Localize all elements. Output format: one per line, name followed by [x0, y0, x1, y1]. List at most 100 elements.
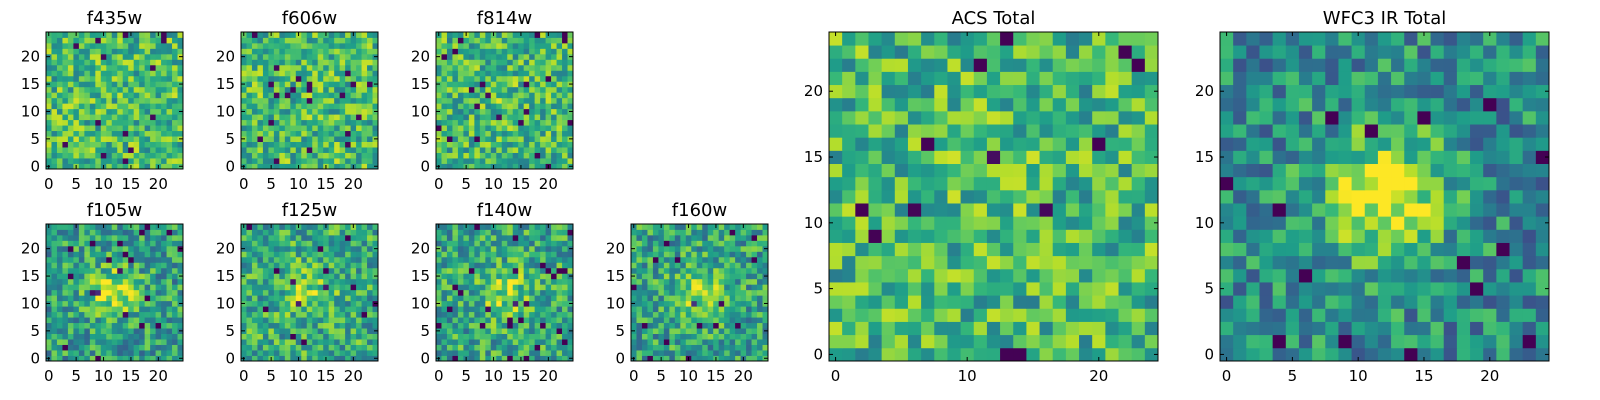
heatmap-cell: [339, 256, 346, 263]
heatmap-cell: [106, 262, 113, 269]
heatmap-cell: [921, 203, 935, 217]
heatmap-cell: [1131, 282, 1146, 296]
heatmap-cell: [855, 216, 869, 230]
heatmap-cell: [117, 97, 124, 104]
heatmap-cell: [78, 130, 85, 137]
heatmap-cell: [273, 48, 280, 55]
heatmap-cell: [155, 81, 162, 88]
heatmap-cell: [485, 333, 492, 340]
heatmap-cell: [100, 311, 107, 318]
heatmap-cell: [490, 147, 497, 153]
heatmap-cell: [496, 114, 503, 121]
heatmap-cell: [567, 295, 574, 302]
heatmap-cell: [545, 48, 552, 55]
heatmap-cell: [117, 333, 124, 340]
heatmap-cell: [284, 125, 291, 132]
heatmap-cell: [361, 306, 368, 313]
heatmap-cell: [73, 42, 80, 49]
heatmap-cell: [328, 229, 335, 236]
heatmap-cell: [441, 262, 448, 269]
heatmap-cell: [496, 70, 503, 77]
heatmap-cell: [166, 81, 173, 88]
heatmap-cell: [1079, 229, 1093, 243]
heatmap-cell: [339, 350, 346, 356]
heatmap-cell: [241, 339, 247, 345]
heatmap-cell: [496, 322, 503, 329]
heatmap-cell: [345, 300, 351, 307]
heatmap-cell: [485, 229, 492, 236]
heatmap-cell: [534, 103, 541, 110]
heatmap-cell: [279, 53, 286, 60]
heatmap-cell: [133, 355, 140, 362]
heatmap-cell: [529, 147, 536, 153]
heatmap-cell: [735, 355, 741, 362]
heatmap-cell: [691, 256, 698, 263]
heatmap-cell: [84, 48, 91, 55]
heatmap-cell: [89, 289, 96, 296]
heatmap-cell: [62, 103, 69, 110]
heatmap-cell: [117, 158, 124, 164]
heatmap-cell: [551, 273, 557, 280]
heatmap-cell: [685, 278, 692, 285]
heatmap-cell: [139, 333, 146, 340]
heatmap-cell: [257, 350, 264, 356]
heatmap-cell: [1144, 334, 1159, 349]
y-tick-label: 5: [225, 322, 235, 340]
heatmap-cell: [257, 114, 264, 121]
heatmap-cell: [317, 147, 324, 153]
heatmap-cell: [139, 103, 146, 110]
heatmap-cell: [328, 75, 335, 82]
heatmap-cell: [512, 273, 519, 280]
heatmap-cell: [284, 245, 291, 252]
heatmap-cell: [881, 321, 896, 336]
heatmap-cell: [1026, 308, 1040, 322]
heatmap-cell: [301, 48, 308, 55]
heatmap-cell: [663, 284, 670, 291]
heatmap-cell: [562, 240, 568, 247]
heatmap-cell: [273, 97, 280, 104]
heatmap-cell: [647, 267, 654, 274]
heatmap-cell: [67, 152, 74, 159]
heatmap-cell: [67, 37, 74, 44]
y-tick-label: 20: [606, 240, 625, 258]
heatmap-cell: [95, 108, 102, 115]
heatmap-cell: [551, 251, 557, 258]
heatmap-cell: [78, 240, 85, 247]
heatmap-cell: [279, 311, 286, 318]
heatmap-cell: [177, 311, 184, 318]
heatmap-cell: [507, 81, 514, 88]
heatmap-cell: [62, 295, 69, 302]
heatmap-cell: [463, 339, 470, 345]
heatmap-cell: [328, 295, 335, 302]
heatmap-cell: [122, 125, 129, 132]
heatmap-cell: [106, 355, 113, 362]
heatmap-cell: [251, 136, 258, 142]
heatmap-cell: [457, 75, 464, 82]
heatmap-cell: [702, 339, 709, 345]
heatmap-cell: [301, 251, 308, 258]
heatmap-cell: [496, 64, 503, 71]
heatmap-cell: [106, 130, 113, 137]
heatmap-cell: [457, 32, 464, 38]
heatmap-cell: [567, 344, 574, 351]
heatmap-cell: [534, 245, 541, 252]
heatmap-cell: [529, 256, 536, 263]
heatmap-cell: [350, 262, 357, 269]
heatmap-cell: [463, 306, 470, 313]
heatmap-cell: [507, 119, 514, 126]
heatmap-cell: [284, 48, 291, 55]
heatmap-cell: [323, 70, 330, 77]
heatmap-cell: [757, 256, 763, 263]
heatmap-cell: [67, 339, 74, 345]
heatmap-cell: [241, 240, 247, 247]
x-tick-label: 0: [44, 367, 54, 385]
heatmap-cell: [128, 333, 135, 340]
heatmap-cell: [262, 284, 269, 291]
heatmap-cell: [166, 32, 173, 38]
heatmap-cell: [166, 311, 173, 318]
heatmap-cell: [751, 240, 758, 247]
heatmap-cell: [144, 306, 151, 313]
heatmap-cell: [523, 141, 530, 148]
heatmap-cell: [1105, 347, 1119, 362]
heatmap-cell: [246, 256, 253, 263]
